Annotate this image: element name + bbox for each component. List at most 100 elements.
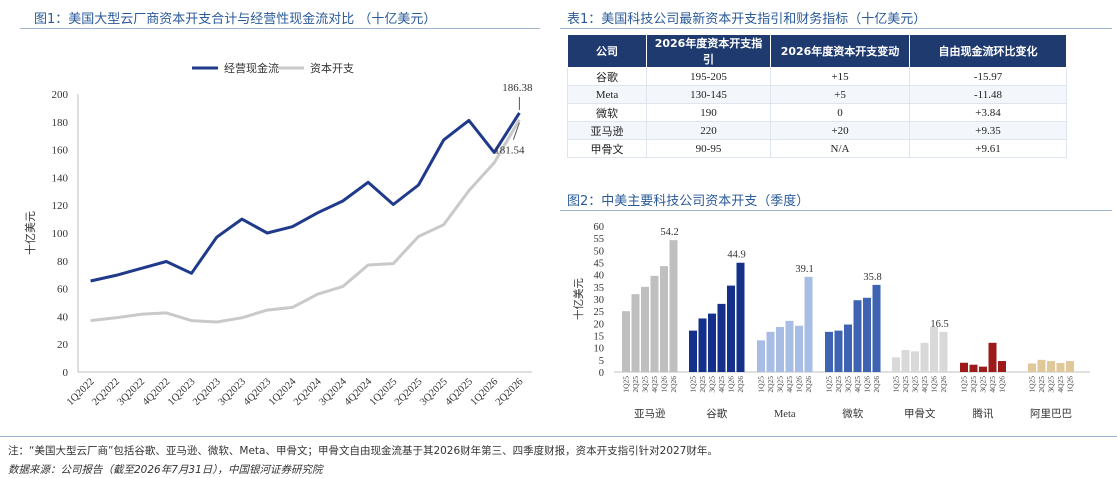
x-tick-label: 2Q25 [969, 376, 978, 393]
series-line [90, 112, 521, 283]
table-header-row: 公司 2026年度资本开支指引 2026年度资本开支变动 自由现金流环比变化 [567, 34, 1067, 68]
group-label: 谷歌 [706, 407, 727, 420]
y-tick-label: 180 [52, 117, 69, 129]
x-tick-label: 2Q26 [872, 376, 881, 393]
x-tick-label: 2Q25 [631, 376, 640, 393]
x-tick-label: 1Q25 [825, 376, 834, 393]
figure1-series [90, 112, 521, 324]
cell-company: 谷歌 [567, 67, 647, 86]
cell-capex-change: +15 [770, 67, 910, 86]
y-axis-label: 十亿美元 [572, 278, 585, 320]
data-label: 44.9 [727, 250, 745, 261]
x-tick-label: 1Q26 [863, 376, 872, 393]
y-tick-label: 160 [52, 145, 69, 157]
figure2-bars [622, 240, 1074, 372]
bar [863, 297, 871, 372]
x-tick-label: 2Q25 [1037, 376, 1046, 393]
cell-capex-guidance: 195-205 [646, 67, 771, 86]
bar [650, 275, 659, 372]
figure1-labels: 186.38 181.54 [494, 82, 533, 157]
x-tick-label: 3Q25 [641, 376, 650, 393]
bar [979, 366, 987, 372]
x-tick-label: 2Q25 [901, 376, 910, 393]
bar [872, 284, 881, 372]
bar [960, 362, 968, 372]
x-tick-label: 2Q26 [736, 376, 745, 393]
x-tick-label: 1Q26 [660, 376, 669, 393]
figure2-title: 图2：中美主要科技公司资本开支（季度） [567, 194, 810, 209]
legend-label: 经营现金流 [224, 61, 279, 75]
bar [631, 294, 640, 372]
annotation-leader [512, 122, 520, 140]
data-label: 39.1 [795, 264, 813, 275]
x-tick-label: 3Q25 [776, 376, 785, 393]
cell-fcf-change: +9.35 [909, 121, 1067, 140]
bar [641, 286, 649, 372]
bar [660, 266, 668, 372]
data-label: 35.8 [863, 272, 881, 283]
bar [736, 262, 745, 372]
cell-fcf-change: +3.84 [909, 103, 1067, 122]
capex-guidance-table: 公司 2026年度资本开支指引 2026年度资本开支变动 自由现金流环比变化 谷… [567, 34, 1067, 158]
cell-capex-guidance: 190 [646, 103, 771, 122]
bar [901, 350, 910, 372]
y-tick-label: 200 [52, 89, 69, 101]
table-row: 亚马逊 220 +20 +9.35 [567, 121, 1067, 140]
x-tick-label: 1Q26 [930, 376, 939, 393]
cell-capex-change: N/A [770, 139, 910, 158]
figure1-legend: 经营现金流 资本开支 [192, 61, 354, 75]
y-tick-label: 80 [57, 256, 69, 268]
cell-capex-change: +20 [770, 121, 910, 140]
y-tick-label: 45 [594, 259, 605, 270]
x-tick-label: 3Q25 [844, 376, 853, 393]
bar [622, 311, 630, 372]
y-tick-label: 120 [52, 200, 69, 212]
x-tick-label: 1Q26 [998, 376, 1007, 393]
bar [727, 285, 735, 372]
table-row: 微软 190 0 +3.84 [567, 103, 1067, 122]
cell-fcf-change: -15.97 [909, 67, 1067, 86]
y-tick-label: 35 [594, 283, 605, 294]
table-row: 谷歌 195-205 +15 -15.97 [567, 67, 1067, 86]
x-tick-label: 2Q25 [766, 376, 775, 393]
cell-company: 微软 [567, 103, 647, 122]
legend-label: 资本开支 [310, 61, 354, 75]
annotation-label: 181.54 [494, 145, 525, 157]
cell-capex-change: 0 [770, 103, 910, 122]
data-label: 54.2 [660, 227, 678, 238]
x-tick-label: 2Q26 [669, 376, 678, 393]
x-tick-label: 1Q25 [757, 376, 766, 393]
group-label: 微软 [842, 407, 863, 420]
cell-company: Meta [567, 85, 647, 104]
bar [766, 331, 775, 372]
x-tick-label: 2Q25 [698, 376, 707, 393]
x-tick-label: 1Q26 [727, 376, 736, 393]
figure2-labels: 亚马逊 54.2 谷歌 44.9 Meta 39.1 微软 35.8 甲骨文 16.5 腾讯 阿里巴巴 [634, 227, 1072, 420]
x-tick-label: 2Q2026 [494, 376, 526, 408]
cell-fcf-change: -11.48 [909, 85, 1067, 104]
x-tick-label: 4Q25 [920, 376, 929, 393]
x-tick-label: 1Q25 [1028, 376, 1037, 393]
y-tick-label: 20 [57, 339, 69, 351]
annotation-label: 186.38 [502, 82, 533, 94]
header-capex-change: 2026年度资本开支变动 [770, 34, 910, 68]
table1-title: 表1：美国科技公司最新资本开支指引和财务指标（十亿美元） [567, 12, 927, 27]
x-tick-label: 4Q25 [1056, 376, 1065, 393]
y-tick-label: 40 [57, 311, 69, 323]
y-tick-label: 140 [52, 172, 69, 184]
y-tick-label: 60 [594, 222, 605, 233]
table1-divider [560, 28, 1112, 29]
bar [911, 351, 919, 372]
x-tick-label: 1Q25 [689, 376, 698, 393]
group-label: 阿里巴巴 [1030, 408, 1072, 420]
y-axis-label: 十亿美元 [23, 211, 37, 255]
y-tick-label: 30 [594, 295, 605, 306]
figure1-axes: 020406080100120140160180200十亿美元1Q20222Q2… [23, 89, 532, 408]
bar [776, 326, 784, 372]
bar [939, 331, 948, 372]
x-tick-label: 4Q25 [785, 376, 794, 393]
x-tick-label: 1Q26 [795, 376, 804, 393]
header-company: 公司 [567, 34, 647, 68]
x-tick-label: 3Q25 [1047, 376, 1056, 393]
